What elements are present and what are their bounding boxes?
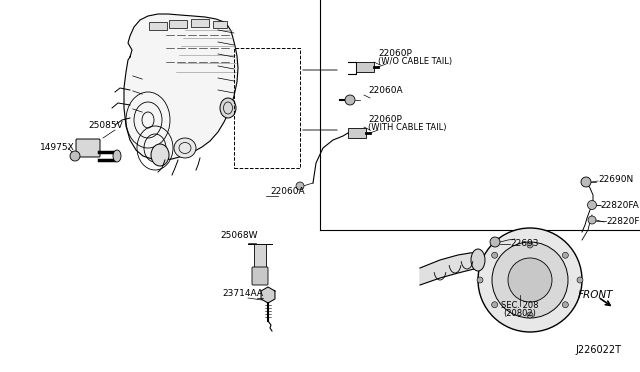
Circle shape <box>345 95 355 105</box>
Text: 25085V: 25085V <box>88 121 123 130</box>
Circle shape <box>508 258 552 302</box>
Circle shape <box>490 237 500 247</box>
Text: (20802): (20802) <box>504 309 536 318</box>
Bar <box>169 20 187 28</box>
Circle shape <box>296 182 304 190</box>
Bar <box>254 244 266 270</box>
Circle shape <box>477 277 483 283</box>
Text: (W/O CABLE TAIL): (W/O CABLE TAIL) <box>378 57 452 66</box>
FancyBboxPatch shape <box>252 267 268 285</box>
Polygon shape <box>261 287 275 303</box>
Ellipse shape <box>151 144 169 166</box>
Circle shape <box>563 302 568 308</box>
Text: 22060A: 22060A <box>270 187 305 196</box>
Circle shape <box>492 252 498 258</box>
Text: 25068W: 25068W <box>220 231 257 240</box>
Ellipse shape <box>174 138 196 158</box>
Circle shape <box>527 312 533 318</box>
Polygon shape <box>124 14 238 160</box>
Circle shape <box>478 228 582 332</box>
Text: FRONT: FRONT <box>578 290 614 300</box>
Ellipse shape <box>471 249 485 271</box>
Bar <box>234 48 300 168</box>
Bar <box>213 21 227 28</box>
Bar <box>356 62 374 72</box>
Polygon shape <box>420 252 478 285</box>
Text: J226022T: J226022T <box>575 345 621 355</box>
Text: 22060A: 22060A <box>368 86 403 95</box>
Circle shape <box>563 252 568 258</box>
Text: 14975X: 14975X <box>40 144 75 153</box>
FancyBboxPatch shape <box>76 139 100 157</box>
Ellipse shape <box>220 98 236 118</box>
Circle shape <box>492 302 498 308</box>
Bar <box>149 22 167 30</box>
Bar <box>191 19 209 27</box>
Circle shape <box>581 177 591 187</box>
Circle shape <box>527 242 533 248</box>
Ellipse shape <box>113 150 121 162</box>
Circle shape <box>588 201 596 209</box>
Text: 22060P: 22060P <box>368 115 402 124</box>
Circle shape <box>70 151 80 161</box>
Text: 22820F: 22820F <box>606 217 639 225</box>
Bar <box>348 128 366 138</box>
Text: 22690N: 22690N <box>598 176 633 185</box>
Text: (WITH CABLE TAIL): (WITH CABLE TAIL) <box>368 123 447 132</box>
Text: SEC. 208: SEC. 208 <box>501 301 539 310</box>
Circle shape <box>577 277 583 283</box>
Text: 22820FA: 22820FA <box>600 201 639 209</box>
Text: 22060P: 22060P <box>378 49 412 58</box>
Circle shape <box>492 242 568 318</box>
Text: 22693: 22693 <box>510 240 538 248</box>
Circle shape <box>588 216 596 224</box>
Text: 23714AA: 23714AA <box>222 289 263 298</box>
